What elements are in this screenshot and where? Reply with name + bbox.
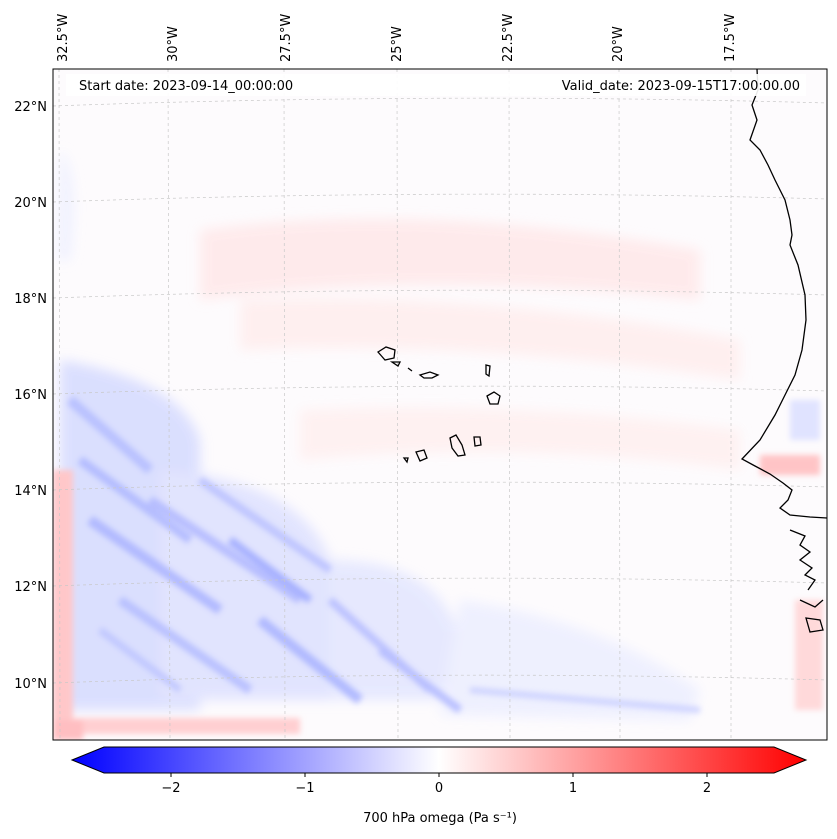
lon-label: 22.5°W [501,14,516,62]
island-fogo [415,449,428,462]
gridlines [53,69,827,740]
island-santo-antao [377,346,396,361]
colorbar: −2 −1 0 1 2 700 hPa omega (Pa s⁻¹) [70,746,808,826]
start-date-label: Start date: 2023-09-14_00:00:00 [79,79,293,94]
colorbar-label: 700 hPa omega (Pa s⁻¹) [363,811,517,826]
lon-label: 32.5°W [56,14,71,62]
longitude-labels: 32.5°W 30°W 27.5°W 25°W 22.5°W 20°W 17.5… [56,14,738,62]
lon-label: 25°W [390,26,405,62]
west-africa-coast [740,69,827,519]
colorbar-ramp [70,746,808,774]
cape-verde-islands [377,346,501,464]
lon-label: 20°W [611,26,626,62]
header-background [66,74,806,96]
colorbar-tick: 1 [569,781,577,796]
colorbar-tick: 0 [435,781,443,796]
island-santa-luzia [407,367,413,372]
lat-label: 10°N [14,677,47,692]
island-maio [473,436,482,447]
valid-date-label: Valid_date: 2023-09-15T17:00:00.00 [562,79,800,94]
lat-label: 20°N [14,196,47,211]
lon-label: 30°W [166,26,181,62]
lat-label: 18°N [14,292,47,307]
island-santiago [449,434,466,457]
lon-label: 17.5°W [723,14,738,62]
island-brava [402,457,409,464]
lat-label: 12°N [14,580,47,595]
island-sao-nicolau [418,371,440,379]
latitude-labels: 22°N 20°N 18°N 16°N 14°N 12°N 10°N [14,100,47,692]
coastline [740,69,827,633]
lat-label: 14°N [14,484,47,499]
island-boa-vista [486,391,501,405]
island-sal [485,364,491,378]
island-sao-vicente [389,361,402,367]
map-panel [53,69,827,740]
lat-label: 16°N [14,388,47,403]
colorbar-tick: −1 [295,781,314,796]
omega-field [53,150,823,740]
colorbar-tick: 2 [703,781,711,796]
colorbar-tick: −2 [161,781,180,796]
lon-label: 27.5°W [279,14,294,62]
map-frame [52,68,828,741]
lat-label: 22°N [14,100,47,115]
